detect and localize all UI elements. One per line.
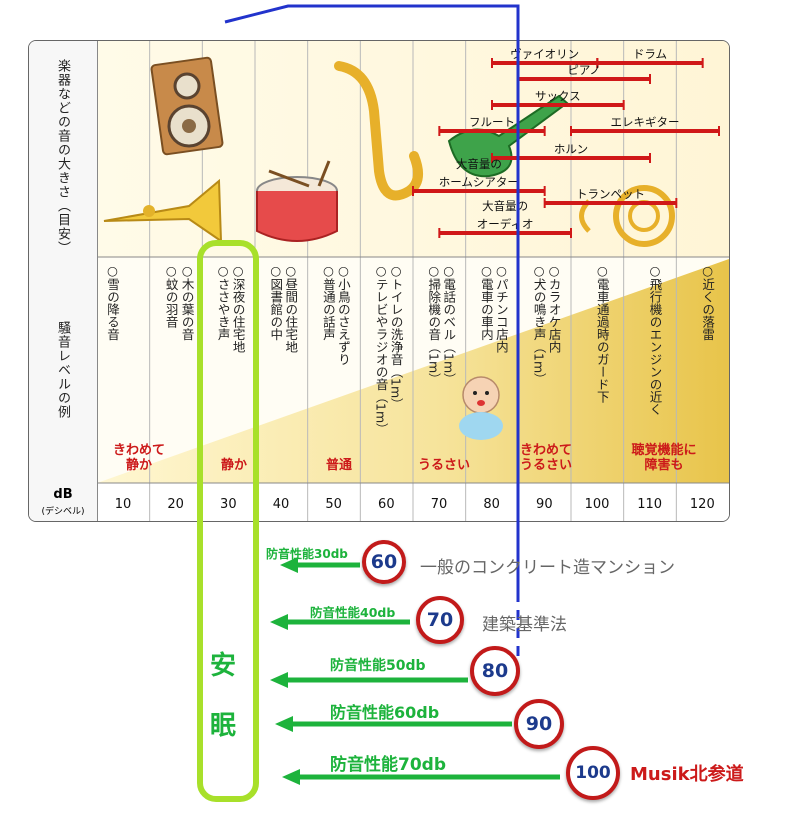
db-value-50: 50: [325, 497, 342, 512]
level-label: うるさい: [417, 458, 470, 473]
speed-limit-sign-icon: 90: [514, 699, 564, 749]
trumpet-icon: [103, 178, 223, 243]
speed-limit-sign-icon: 80: [470, 646, 520, 696]
speed-limit-sign-icon: 60: [362, 540, 406, 584]
performance-label: 防音性能50db: [330, 658, 426, 674]
instrument-label: トランペット: [575, 187, 645, 201]
instrument-label: 大音量の ホームシアター: [438, 157, 519, 189]
noise-example: ○トイレの洗浄音（1m）: [388, 263, 404, 411]
db-axis-sublabel: (デシベル): [41, 507, 85, 517]
level-label: きわめて うるさい: [519, 443, 572, 473]
performance-note: 一般のコンクリート造マンション: [420, 558, 675, 578]
db-value-70: 70: [430, 497, 448, 512]
noise-example: ○深夜の住宅地: [230, 263, 246, 353]
instrument-label: サックス: [535, 89, 581, 103]
noise-example: ○飛行機のエンジンの近く: [647, 263, 663, 416]
noise-example: ○普通の話声: [320, 263, 336, 341]
db-value-20: 20: [167, 497, 184, 512]
db-value-60: 60: [378, 497, 395, 512]
level-label: 普通: [325, 458, 352, 473]
noise-example: ○昼間の住宅地: [283, 263, 299, 353]
db-value-40: 40: [272, 497, 290, 512]
noise-example: ○掃除機の音（1m）: [426, 263, 442, 386]
performance-label: 防音性能70db: [330, 755, 446, 775]
noise-example: ○犬の鳴き声（1m）: [531, 263, 547, 386]
sleep-label-an: 安: [210, 651, 237, 681]
noise-example: ○電車の車内: [478, 263, 494, 341]
level-label: 聴覚機能に 障害も: [631, 443, 697, 473]
noise-example: ○木の葉の音: [179, 263, 195, 341]
noise-example: ○雪の降る音: [105, 263, 120, 341]
db-value-90: 90: [536, 497, 553, 512]
performance-arrow-head: [270, 614, 288, 630]
baby-icon: [459, 376, 503, 440]
performance-note: Musik北参道: [630, 764, 744, 785]
instrument-label: ピアノ: [567, 63, 601, 77]
performance-label: 防音性能60db: [330, 703, 440, 722]
instrument-label: ヴァイオリン: [510, 47, 580, 61]
performance-arrow-head: [275, 716, 293, 732]
noise-example: ○電話のベル（1m）: [441, 263, 457, 386]
noise-example: ○テレビやラジオの音（1m）: [373, 263, 389, 436]
instrument-row-label: 楽器などの音の大きさ（目安）: [55, 59, 70, 255]
db-value-10: 10: [114, 497, 132, 512]
performance-arrow-head: [280, 557, 298, 573]
db-value-80: 80: [483, 497, 500, 512]
db-value-120: 120: [689, 497, 715, 512]
performance-note: 建築基準法: [482, 615, 567, 635]
performance-label: 防音性能30db: [266, 547, 348, 561]
blue-indicator-line: [224, 4, 520, 592]
db-value-30: 30: [220, 497, 237, 512]
noise-example: ○小鳥のさえずり: [335, 263, 351, 366]
instrument-label: ドラム: [632, 47, 668, 61]
noise-example: ○蚊の羽音: [163, 263, 179, 328]
level-label: 静か: [220, 458, 247, 473]
noise-example: ○図書館の中: [268, 263, 284, 341]
noise-example: ○パチンコ店内: [493, 263, 509, 353]
performance-label: 防音性能40db: [310, 605, 396, 620]
sleep-label-min: 眠: [210, 711, 237, 741]
speed-limit-sign-icon: 100: [566, 746, 620, 800]
noise-example: ○電車通過時のガード下: [594, 263, 610, 403]
performance-arrow-head: [282, 769, 300, 785]
instrument-label: エレキギター: [610, 115, 680, 129]
db-value-100: 100: [584, 497, 610, 512]
instrument-label: フルート: [468, 115, 515, 129]
db-value-110: 110: [637, 497, 663, 512]
level-label: きわめて 静か: [112, 443, 165, 473]
speaker-icon: [150, 56, 224, 156]
noise-row-label: 騒音レベルの例: [55, 321, 70, 419]
saxophone-icon: [334, 61, 423, 201]
noise-example: ○近くの落雷: [700, 263, 716, 341]
db-axis-label: dB: [53, 487, 73, 502]
speed-limit-sign-icon: 70: [416, 596, 464, 644]
performance-arrow-head: [270, 672, 288, 688]
instrument-label: ホルン: [553, 142, 589, 156]
sleep-highlight-box: [197, 240, 259, 802]
noise-example: ○カラオケ店内: [546, 263, 562, 353]
noise-example: ○ささやき声: [215, 263, 231, 341]
drum-icon: [256, 160, 338, 242]
row-label-column: 楽器などの音の大きさ（目安） 騒音レベルの例 dB (デシベル): [29, 41, 98, 521]
